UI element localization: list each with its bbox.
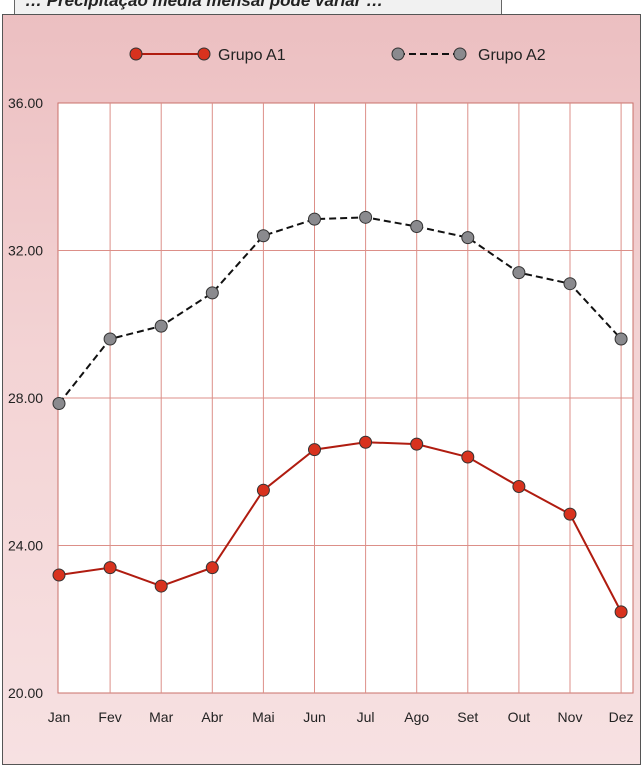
- legend-item: Grupo A2: [391, 47, 546, 64]
- legend-marker: [129, 47, 143, 61]
- data-point: [205, 286, 219, 300]
- data-point: [359, 210, 373, 224]
- data-point: [359, 435, 373, 449]
- x-tick-label: Mai: [252, 709, 275, 725]
- data-point: [256, 229, 270, 243]
- legend-marker: [197, 47, 211, 61]
- data-point: [461, 450, 475, 464]
- y-tick-label: 24.00: [8, 538, 43, 554]
- data-point: [614, 605, 628, 619]
- data-point: [308, 443, 321, 457]
- data-point: [563, 277, 577, 291]
- data-point: [410, 220, 424, 234]
- x-tick-label: Out: [508, 709, 531, 725]
- x-tick-label: Ago: [404, 709, 429, 725]
- legend-label: Grupo A2: [478, 47, 546, 64]
- x-tick-label: Nov: [558, 709, 583, 725]
- series-1: [52, 435, 628, 619]
- data-point: [52, 397, 66, 411]
- x-tick-label: Abr: [201, 709, 223, 725]
- y-tick-label: 36.00: [8, 95, 43, 111]
- data-point: [308, 212, 321, 226]
- x-axis: Jan Fev Mar Abr Mai Jun Jul Ago Set Out Nov Dez: [48, 709, 634, 725]
- legend-marker: [391, 47, 405, 61]
- legend: Grupo A1 Grupo A2: [129, 47, 546, 64]
- y-tick-label: 20.00: [8, 685, 43, 701]
- data-point: [52, 568, 66, 582]
- x-tick-label: Jan: [48, 709, 71, 725]
- y-axis: 20.00 24.00 28.00 32.00 36.00: [8, 95, 43, 701]
- grid: [58, 103, 633, 693]
- data-point: [512, 480, 526, 493]
- data-point: [512, 266, 526, 280]
- legend-marker: [453, 47, 467, 61]
- series-line: [58, 216, 622, 405]
- header-text: … Precipitação média mensal pode variar …: [25, 0, 384, 10]
- data-point: [205, 561, 219, 575]
- data-point: [103, 332, 117, 346]
- series-2: [52, 210, 628, 411]
- y-tick-label: 32.00: [8, 243, 43, 259]
- x-tick-label: Dez: [609, 709, 634, 725]
- data-point: [103, 561, 117, 575]
- data-point: [614, 332, 628, 346]
- data-point: [154, 319, 168, 333]
- x-tick-label: Jul: [357, 709, 375, 725]
- series-line: [58, 441, 622, 613]
- data-point: [154, 579, 168, 593]
- y-tick-label: 28.00: [8, 390, 43, 406]
- x-tick-label: Mar: [149, 709, 173, 725]
- x-tick-label: Fev: [98, 709, 121, 725]
- data-point: [563, 507, 577, 521]
- series-group: [52, 210, 628, 619]
- x-tick-label: Jun: [303, 709, 326, 725]
- data-point: [461, 231, 475, 245]
- data-point: [410, 437, 424, 451]
- data-point: [256, 483, 270, 497]
- x-tick-label: Set: [457, 709, 478, 725]
- legend-label: Grupo A1: [218, 47, 286, 64]
- legend-item: Grupo A1: [129, 47, 286, 64]
